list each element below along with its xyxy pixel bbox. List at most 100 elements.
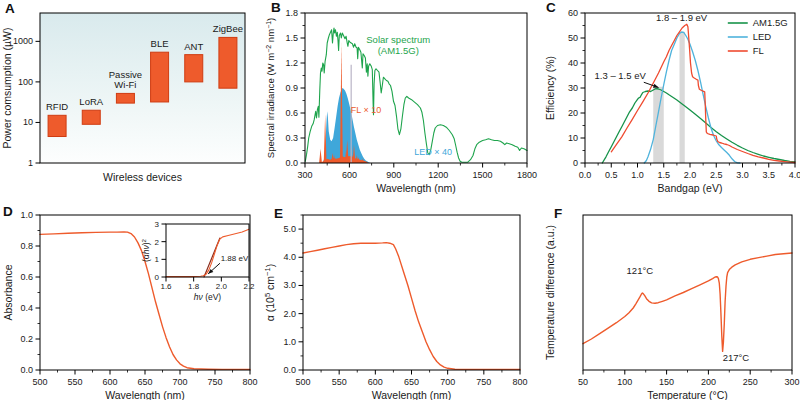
svg-text:1800: 1800 — [517, 170, 537, 180]
svg-text:1: 1 — [155, 255, 160, 264]
svg-text:ZigBee: ZigBee — [213, 23, 243, 34]
svg-text:4.0: 4.0 — [283, 252, 296, 262]
svg-text:0.4: 0.4 — [20, 303, 33, 313]
svg-text:2.0: 2.0 — [283, 309, 296, 319]
svg-text:0.5: 0.5 — [605, 170, 618, 180]
svg-text:RFID: RFID — [46, 101, 68, 112]
panel-label-e: E — [274, 206, 283, 221]
svg-text:300: 300 — [297, 170, 312, 180]
svg-text:FL × 10: FL × 10 — [351, 105, 381, 115]
svg-text:800: 800 — [512, 377, 527, 387]
svg-text:3.0: 3.0 — [283, 280, 296, 290]
svg-text:0.6: 0.6 — [285, 108, 298, 118]
svg-text:0.9: 0.9 — [285, 83, 298, 93]
svg-text:0.2: 0.2 — [20, 334, 33, 344]
svg-text:500: 500 — [295, 377, 310, 387]
svg-text:3.0: 3.0 — [736, 170, 749, 180]
panel-e-chart: 5005506006507007508000.01.02.03.04.05.0W… — [262, 200, 538, 400]
svg-text:250: 250 — [743, 377, 758, 387]
svg-text:1000: 1000 — [13, 36, 33, 46]
svg-text:550: 550 — [332, 377, 347, 387]
svg-text:10: 10 — [568, 133, 578, 143]
svg-text:1.0: 1.0 — [631, 170, 644, 180]
svg-text:1.5: 1.5 — [285, 33, 298, 43]
svg-text:2.0: 2.0 — [216, 282, 228, 291]
svg-text:Wavelength (nm): Wavelength (nm) — [105, 389, 185, 400]
svg-text:750: 750 — [476, 377, 491, 387]
svg-text:1.6: 1.6 — [160, 282, 172, 291]
svg-text:60: 60 — [568, 8, 578, 18]
svg-text:2: 2 — [155, 238, 160, 247]
svg-text:ANT: ANT — [184, 41, 203, 52]
svg-text:2.0: 2.0 — [684, 170, 697, 180]
svg-text:1.5: 1.5 — [657, 170, 670, 180]
svg-text:650: 650 — [137, 377, 152, 387]
svg-text:550: 550 — [67, 377, 82, 387]
svg-text:Passive: Passive — [109, 69, 142, 80]
svg-text:FL: FL — [753, 45, 764, 56]
svg-text:10: 10 — [23, 117, 33, 127]
svg-text:0.0: 0.0 — [20, 365, 33, 375]
svg-text:2.5: 2.5 — [710, 170, 723, 180]
svg-text:LED: LED — [753, 31, 772, 42]
svg-text:50: 50 — [568, 33, 578, 43]
svg-text:0.0: 0.0 — [285, 158, 298, 168]
svg-text:α (105 cm−1): α (105 cm−1) — [263, 264, 276, 322]
svg-text:0.8: 0.8 — [20, 241, 33, 251]
svg-text:Absorbance: Absorbance — [2, 264, 14, 320]
svg-text:700: 700 — [440, 377, 455, 387]
panel-a-chart: RFIDLoRAPassiveWi-FiBLEANTZigBee11010010… — [0, 0, 258, 198]
svg-text:Wavelength (nm): Wavelength (nm) — [376, 182, 456, 194]
svg-text:700: 700 — [172, 377, 187, 387]
svg-text:Power comsumption (µW): Power comsumption (µW) — [1, 28, 13, 149]
svg-text:100: 100 — [18, 77, 33, 87]
panel-c-chart: 0.00.51.01.52.02.53.03.54.00102030405060… — [538, 0, 800, 198]
svg-text:500: 500 — [32, 377, 47, 387]
svg-text:1: 1 — [28, 158, 33, 168]
svg-text:600: 600 — [368, 377, 383, 387]
svg-text:217°C: 217°C — [723, 352, 750, 363]
svg-text:30: 30 — [568, 83, 578, 93]
svg-text:1.0: 1.0 — [283, 337, 296, 347]
svg-text:1.3 – 1.5 eV: 1.3 – 1.5 eV — [595, 70, 647, 81]
svg-text:1500: 1500 — [473, 170, 493, 180]
svg-text:20: 20 — [568, 108, 578, 118]
svg-text:Bandgap (eV): Bandgap (eV) — [658, 182, 723, 194]
svg-text:50: 50 — [578, 377, 588, 387]
svg-text:0.6: 0.6 — [20, 272, 33, 282]
svg-text:hν (eV): hν (eV) — [194, 292, 222, 302]
svg-text:1.8 – 1.9 eV: 1.8 – 1.9 eV — [656, 12, 708, 23]
svg-text:1.0: 1.0 — [20, 210, 33, 220]
svg-text:900: 900 — [386, 170, 401, 180]
svg-text:0.0: 0.0 — [283, 365, 296, 375]
svg-text:Temperature (°C): Temperature (°C) — [647, 389, 728, 400]
svg-text:1.8: 1.8 — [188, 282, 200, 291]
svg-text:Temperature difference (a.u.): Temperature difference (a.u.) — [544, 225, 556, 360]
svg-text:Solar spectrum: Solar spectrum — [366, 34, 430, 45]
svg-text:Wireless devices: Wireless devices — [103, 171, 182, 183]
svg-text:2.2: 2.2 — [243, 282, 255, 291]
svg-text:0.0: 0.0 — [579, 170, 592, 180]
svg-text:1.8: 1.8 — [285, 8, 298, 18]
svg-text:600: 600 — [102, 377, 117, 387]
svg-text:300: 300 — [784, 377, 799, 387]
svg-text:600: 600 — [342, 170, 357, 180]
svg-text:750: 750 — [207, 377, 222, 387]
svg-text:100: 100 — [617, 377, 632, 387]
svg-text:LoRA: LoRA — [79, 96, 103, 107]
svg-text:Wavelength (nm): Wavelength (nm) — [372, 389, 452, 400]
svg-text:Efficiency (%): Efficiency (%) — [544, 56, 556, 120]
panel-label-f: F — [554, 206, 562, 221]
svg-text:1200: 1200 — [428, 170, 448, 180]
svg-text:(AM1.5G): (AM1.5G) — [378, 45, 419, 56]
panel-b-chart: 300 600 900 1200 1500 1800 0.0 0.3 0.6 0.9 1.2 1.5 1… — [258, 0, 538, 198]
svg-text:(αhν)2: (αhν)2 — [140, 238, 151, 262]
panel-label-a: A — [5, 1, 15, 16]
svg-text:1.2: 1.2 — [285, 58, 298, 68]
svg-text:Spectral irradiance (W m−2 nm−: Spectral irradiance (W m−2 nm−1) — [265, 18, 276, 158]
panel-d-chart: 5005506006507007508000.00.20.40.60.81.0W… — [0, 200, 262, 400]
svg-text:LED × 40: LED × 40 — [414, 147, 452, 157]
svg-text:0.3: 0.3 — [285, 133, 298, 143]
panel-f-chart: 50100150200250300Temperature (°C)Tempera… — [538, 200, 800, 400]
svg-text:0: 0 — [155, 273, 160, 282]
